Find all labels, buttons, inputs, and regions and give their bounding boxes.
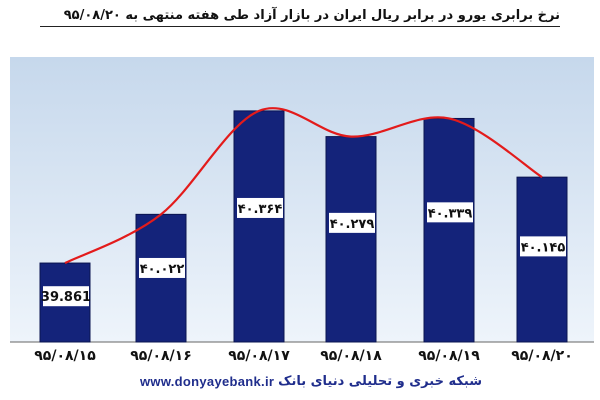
footer: www.donyayebank.ir شبکه خبری و تحلیلی دن… xyxy=(0,372,600,392)
bar xyxy=(233,110,285,343)
x-tick-label: ۹۵/۰۸/۱۵ xyxy=(34,348,96,364)
data-label-box xyxy=(139,257,185,278)
data-label: 39.861 xyxy=(41,290,91,305)
data-label: ۴۰.۲۷۹ xyxy=(330,217,375,232)
chart-title: نرخ برابری یورو در برابر ریال ایران در ب… xyxy=(40,8,560,27)
bar xyxy=(516,176,568,343)
x-tick-label: ۹۵/۰۸/۱۸ xyxy=(320,348,382,364)
bar xyxy=(423,117,475,343)
data-label-box xyxy=(520,236,566,257)
trend-line xyxy=(64,107,543,265)
bar xyxy=(135,213,187,343)
data-label-box xyxy=(427,202,473,223)
plot-background xyxy=(10,57,594,342)
data-label-box xyxy=(237,197,283,218)
bar xyxy=(325,136,377,343)
x-tick-label: ۹۵/۰۸/۱۷ xyxy=(228,348,290,364)
data-label: ۴۰.۰۲۲ xyxy=(140,262,185,277)
x-tick-label: ۹۵/۰۸/۲۰ xyxy=(511,348,573,364)
data-label: ۴۰.۱۴۵ xyxy=(521,240,566,255)
data-label-box xyxy=(43,286,89,307)
x-tick-label: ۹۵/۰۸/۱۹ xyxy=(418,348,480,364)
x-tick-label: ۹۵/۰۸/۱۶ xyxy=(130,348,192,364)
footer-url[interactable]: www.donyayebank.ir xyxy=(140,374,275,389)
footer-source: شبکه خبری و تحلیلی دنیای بانک xyxy=(278,374,482,389)
data-label: ۴۰.۳۳۹ xyxy=(428,206,473,221)
data-label-box xyxy=(329,212,375,233)
data-label: ۴۰.۳۶۴ xyxy=(238,202,283,217)
